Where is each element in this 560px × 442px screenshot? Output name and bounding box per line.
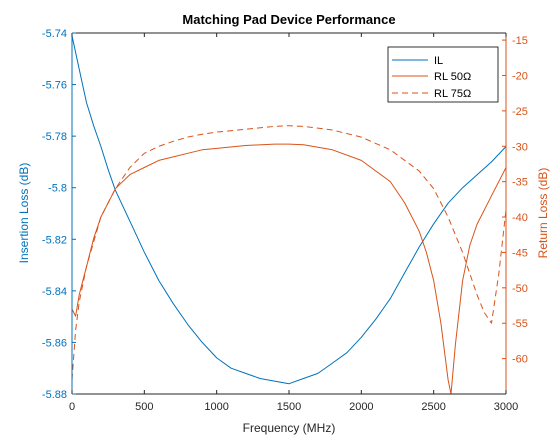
y-right-tick-label: -50 <box>512 283 528 295</box>
y-right-tick-label: -35 <box>512 177 528 189</box>
chart-title: Matching Pad Device Performance <box>182 12 395 27</box>
y-right-tick-label: -40 <box>512 212 528 224</box>
y-left-tick-label: -5.74 <box>42 28 67 40</box>
y-left-tick-label: -5.76 <box>42 80 67 92</box>
legend: IL RL 50Ω RL 75Ω <box>387 46 499 103</box>
y-right-tick-label: -60 <box>512 354 528 366</box>
y-left-tick-label: -5.8 <box>48 183 67 195</box>
y-left-tick-label: -5.84 <box>42 286 67 298</box>
y-left-tick-label: -5.78 <box>42 131 67 143</box>
legend-label-rl-75: RL 75Ω <box>434 88 471 100</box>
y-left-tick-label: -5.88 <box>42 389 67 401</box>
y-axis-right-label: Return Loss (dB) <box>536 168 550 259</box>
x-tick-label: 2000 <box>349 401 373 413</box>
y-axis-left-label: Insertion Loss (dB) <box>17 163 31 264</box>
y-right-tick-label: -25 <box>512 106 528 118</box>
x-tick-label: 3000 <box>494 401 518 413</box>
series-layer <box>71 35 507 395</box>
x-tick-label: 500 <box>135 401 153 413</box>
y-left-tick-label: -5.86 <box>42 337 67 349</box>
x-tick-label: 2500 <box>421 401 445 413</box>
tick-layer: 0 500 1000 1500 2000 2500 3000 -5.74 -5.76 -5.78 -… <box>42 28 528 413</box>
y-right-tick-label: -55 <box>512 318 528 330</box>
legend-label-rl-50: RL 50Ω <box>434 71 471 83</box>
series-line-rl-75 <box>71 125 507 380</box>
x-tick-label: 1000 <box>204 401 228 413</box>
y-right-tick-label: -45 <box>512 247 528 259</box>
y-right-tick-label: -30 <box>512 141 528 153</box>
x-axis-label: Frequency (MHz) <box>243 421 336 435</box>
y-left-tick-label: -5.82 <box>42 234 67 246</box>
legend-label-il: IL <box>434 55 443 67</box>
y-right-tick-label: -20 <box>512 70 528 82</box>
series-line-il <box>71 35 507 385</box>
x-tick-label: 1500 <box>277 401 301 413</box>
y-right-tick-label: -15 <box>512 35 528 47</box>
x-tick-label: 0 <box>69 401 75 413</box>
